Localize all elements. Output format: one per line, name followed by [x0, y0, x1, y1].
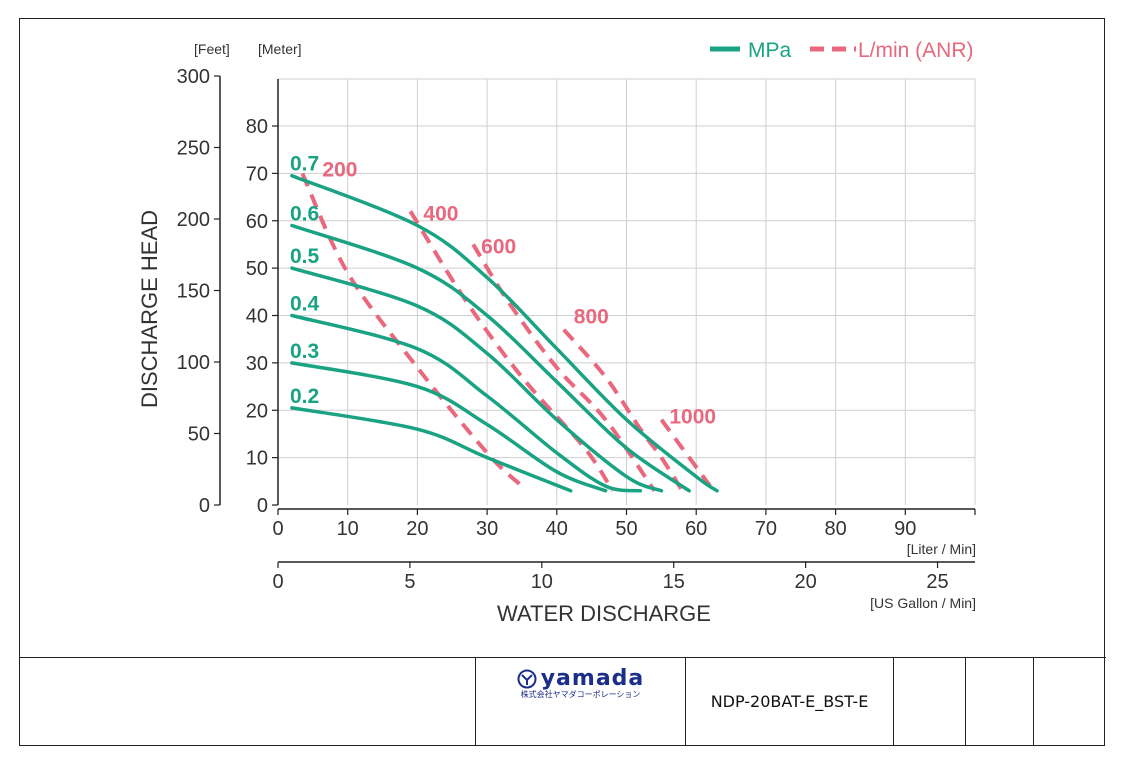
x-gallon-tick-label: 0 — [272, 571, 283, 593]
pressure-curve-0.2 — [290, 406, 573, 493]
x-liter-tick-label: 50 — [615, 518, 637, 540]
pressure-label: 0.4 — [290, 293, 320, 316]
x-gallon-tick-label: 5 — [404, 571, 415, 593]
y-feet-tick-label: 50 — [188, 424, 210, 446]
air-flow-curve-600 — [471, 243, 657, 492]
footer-cell-empty-1 — [893, 658, 965, 746]
brand-name-text: yamada — [540, 666, 645, 691]
y-feet-tick-label: 300 — [177, 66, 210, 88]
y-meter-tick-label: 20 — [246, 400, 268, 422]
y-meter-tick-label: 80 — [246, 116, 268, 138]
x-liter-tick-label: 30 — [476, 518, 498, 540]
x-gallon-tick-label: 20 — [795, 571, 817, 593]
pressure-label: 0.7 — [290, 153, 319, 176]
y-feet-tick-label: 100 — [177, 352, 210, 374]
footer-cell-blank — [20, 658, 475, 746]
footer-cell-logo: yamada 株式会社ヤマダコーポレーション — [475, 658, 685, 746]
y-feet-tick-label: 0 — [199, 495, 210, 517]
pressure-curve-0.4 — [290, 313, 643, 493]
y-meter-tick-label: 60 — [246, 211, 268, 233]
pressure-label: 0.3 — [290, 340, 319, 363]
y-meter-tick-label: 70 — [246, 163, 268, 185]
x-liter-tick-label: 90 — [894, 518, 916, 540]
y-meter-tick-label: 40 — [246, 306, 268, 328]
y-feet-tick-label: 200 — [177, 209, 210, 231]
air-flow-curve-1000 — [659, 418, 712, 488]
pressure-curve-0.7 — [290, 173, 719, 493]
y-meter-tick-label: 50 — [246, 258, 268, 280]
air-flow-curve-800 — [562, 328, 684, 492]
x-liter-tick-label: 10 — [337, 518, 359, 540]
air-label: 600 — [481, 235, 516, 258]
pressure-curve-0.6 — [290, 223, 691, 493]
x-liter-tick-label: 20 — [406, 518, 428, 540]
legend-mpa-label: MPa — [748, 39, 792, 62]
pressure-label: 0.2 — [290, 385, 319, 408]
footer-table: yamada 株式会社ヤマダコーポレーション NDP-20BAT-E_BST-E — [20, 657, 1106, 746]
x-gallon-unit: [US Gallon / Min] — [870, 595, 976, 611]
y-feet-tick-label: 250 — [177, 138, 210, 160]
y-feet-tick-label: 150 — [177, 281, 210, 303]
air-label: 200 — [322, 158, 357, 181]
x-liter-tick-label: 60 — [685, 518, 707, 540]
performance-chart: 01020304050607080[Meter]0501001502002503… — [137, 39, 976, 626]
air-label: 800 — [574, 306, 609, 329]
y-axis-title: DISCHARGE HEAD — [137, 210, 162, 408]
y-meter-unit: [Meter] — [258, 41, 302, 57]
chart-frame: 0 10 20 30 40 50 60 70 80 [Meter] 0 50 100 150 200 250 3… — [19, 18, 1106, 746]
y-feet-unit: [Feet] — [194, 41, 230, 57]
footer-cell-empty-2 — [965, 658, 1033, 746]
yamada-emblem-icon — [517, 669, 537, 689]
y-meter-tick-label: 30 — [246, 353, 268, 375]
y-meter-tick-label: 0 — [257, 495, 268, 517]
pressure-curve-0.3 — [290, 361, 608, 493]
x-liter-tick-label: 0 — [272, 518, 283, 540]
footer-cell-doc-code: NDP-20BAT-E_BST-E — [685, 658, 893, 746]
air-label: 400 — [423, 202, 458, 225]
x-gallon-tick-label: 25 — [926, 571, 948, 593]
x-liter-tick-label: 70 — [755, 518, 777, 540]
x-axis-title: WATER DISCHARGE — [497, 601, 711, 626]
legend-anr-label: L/min (ANR) — [858, 39, 974, 62]
brand-logo: yamada — [517, 668, 645, 690]
pressure-label: 0.5 — [290, 245, 320, 268]
footer-cell-empty-3 — [1033, 658, 1106, 746]
x-gallon-tick-label: 10 — [531, 571, 553, 593]
y-meter-tick-label: 10 — [246, 448, 268, 470]
air-flow-curve-400 — [408, 210, 615, 492]
air-label: 1000 — [669, 406, 716, 429]
x-liter-unit: [Liter / Min] — [907, 541, 976, 557]
x-liter-tick-label: 80 — [824, 518, 846, 540]
x-gallon-tick-label: 15 — [663, 571, 685, 593]
pressure-label: 0.6 — [290, 202, 319, 225]
x-liter-tick-label: 40 — [546, 518, 568, 540]
pressure-curve-0.5 — [290, 266, 664, 493]
brand-subtitle: 株式会社ヤマダコーポレーション — [520, 690, 641, 699]
